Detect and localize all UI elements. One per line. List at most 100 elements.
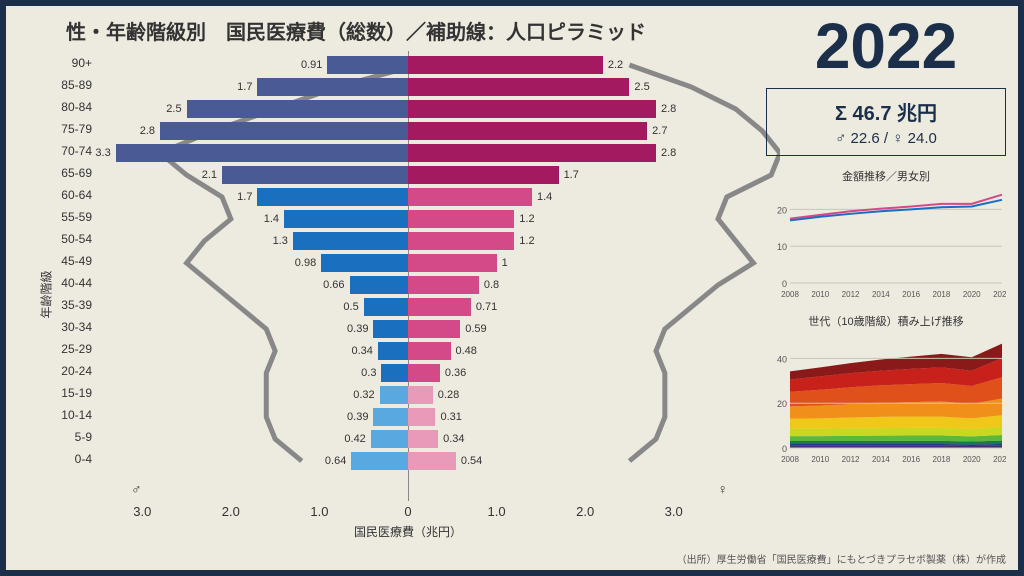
male-value: 0.39 (347, 320, 370, 338)
year-display: 2022 (766, 14, 1006, 78)
chart-title: 性・年齢階級別 国民医療費（総数）／補助線：人口ピラミッド (66, 16, 646, 45)
svg-text:0: 0 (782, 279, 787, 289)
female-value: 1.2 (517, 232, 534, 250)
age-label: 80-84 (36, 100, 92, 114)
mf-split: ♂ 22.6 / ♀ 24.0 (771, 130, 1001, 147)
age-label: 30-34 (36, 320, 92, 334)
female-bar (408, 254, 497, 272)
female-value: 0.31 (438, 408, 461, 426)
female-symbol: ♀ (718, 481, 729, 497)
svg-text:2014: 2014 (872, 455, 890, 464)
male-bar (351, 452, 408, 470)
female-bar (408, 276, 479, 294)
age-label: 55-59 (36, 210, 92, 224)
male-value: 1.3 (273, 232, 290, 250)
male-value: 0.64 (325, 452, 348, 470)
female-value: 1.7 (562, 166, 579, 184)
female-bar (408, 430, 438, 448)
female-value: 0.54 (459, 452, 482, 470)
svg-text:2008: 2008 (781, 290, 799, 299)
age-label: 45-49 (36, 254, 92, 268)
line-chart-title: 金額推移／男女別 (766, 168, 1006, 184)
total-sum: Σ 46.7 兆円 (771, 97, 1001, 126)
female-value: 0.59 (463, 320, 486, 338)
male-value: 0.5 (343, 298, 360, 316)
male-bar (364, 298, 408, 316)
male-symbol: ♂ (131, 481, 142, 497)
svg-text:2012: 2012 (842, 455, 860, 464)
female-value: 2.8 (659, 144, 676, 162)
x-tick: 3.0 (665, 504, 683, 519)
svg-text:2020: 2020 (963, 455, 981, 464)
female-bar (408, 320, 460, 338)
line-chart: 0102020082010201220142016201820202022 (766, 186, 1006, 301)
svg-text:2018: 2018 (933, 455, 951, 464)
male-bar (257, 78, 408, 96)
male-value: 2.8 (140, 122, 157, 140)
male-value: 2.1 (202, 166, 219, 184)
female-value: 1.4 (535, 188, 552, 206)
female-bar (408, 210, 514, 228)
male-bar (293, 232, 408, 250)
male-bar (371, 430, 408, 448)
svg-text:40: 40 (777, 354, 787, 364)
female-bar (408, 452, 456, 470)
male-bar (378, 342, 408, 360)
female-value: 1.2 (517, 210, 534, 228)
female-bar (408, 386, 433, 404)
age-label: 0-4 (36, 452, 92, 466)
age-label: 60-64 (36, 188, 92, 202)
male-value: 0.42 (344, 430, 367, 448)
male-bar (373, 408, 408, 426)
female-bar (408, 122, 647, 140)
svg-text:2008: 2008 (781, 455, 799, 464)
svg-text:2022: 2022 (993, 455, 1006, 464)
male-bar (257, 188, 408, 206)
male-value: 0.39 (347, 408, 370, 426)
age-label: 35-39 (36, 298, 92, 312)
age-label: 10-14 (36, 408, 92, 422)
female-value: 0.8 (482, 276, 499, 294)
svg-text:2018: 2018 (933, 290, 951, 299)
svg-text:2014: 2014 (872, 290, 890, 299)
right-panel: 2022 Σ 46.7 兆円 ♂ 22.6 / ♀ 24.0 金額推移／男女別 … (766, 14, 1006, 559)
male-value: 0.91 (301, 56, 324, 74)
female-bar (408, 298, 471, 316)
male-value: 0.66 (323, 276, 346, 294)
male-value: 0.32 (353, 386, 376, 404)
male-bar (187, 100, 408, 118)
x-tick: 1.0 (488, 504, 506, 519)
age-label: 5-9 (36, 430, 92, 444)
female-value: 2.8 (659, 100, 676, 118)
svg-text:2012: 2012 (842, 290, 860, 299)
pyramid-chart: 年齢階級 90+85-8980-8475-7970-7465-6960-6455… (36, 51, 756, 531)
age-label: 15-19 (36, 386, 92, 400)
female-bar (408, 342, 451, 360)
female-bar (408, 56, 603, 74)
svg-text:20: 20 (777, 399, 787, 409)
female-bar (408, 78, 629, 96)
svg-text:2010: 2010 (811, 290, 829, 299)
male-value: 0.98 (295, 254, 318, 272)
x-tick: 1.0 (310, 504, 328, 519)
male-bar (284, 210, 408, 228)
male-bar (160, 122, 408, 140)
female-bar (408, 408, 435, 426)
area-chart-panel: 世代（10歳階級）積み上げ推移 020402008201020122014201… (766, 313, 1006, 466)
female-bar (408, 364, 440, 382)
male-bar (373, 320, 408, 338)
age-label: 25-29 (36, 342, 92, 356)
female-bar (408, 144, 656, 162)
male-bar (380, 386, 408, 404)
svg-text:20: 20 (777, 205, 787, 215)
svg-text:0: 0 (782, 444, 787, 454)
female-value: 0.71 (474, 298, 497, 316)
female-bar (408, 100, 656, 118)
svg-text:2020: 2020 (963, 290, 981, 299)
age-label: 20-24 (36, 364, 92, 378)
age-label: 85-89 (36, 78, 92, 92)
male-bar (327, 56, 408, 74)
male-value: 3.3 (95, 144, 112, 162)
female-bar (408, 232, 514, 250)
age-label: 75-79 (36, 122, 92, 136)
